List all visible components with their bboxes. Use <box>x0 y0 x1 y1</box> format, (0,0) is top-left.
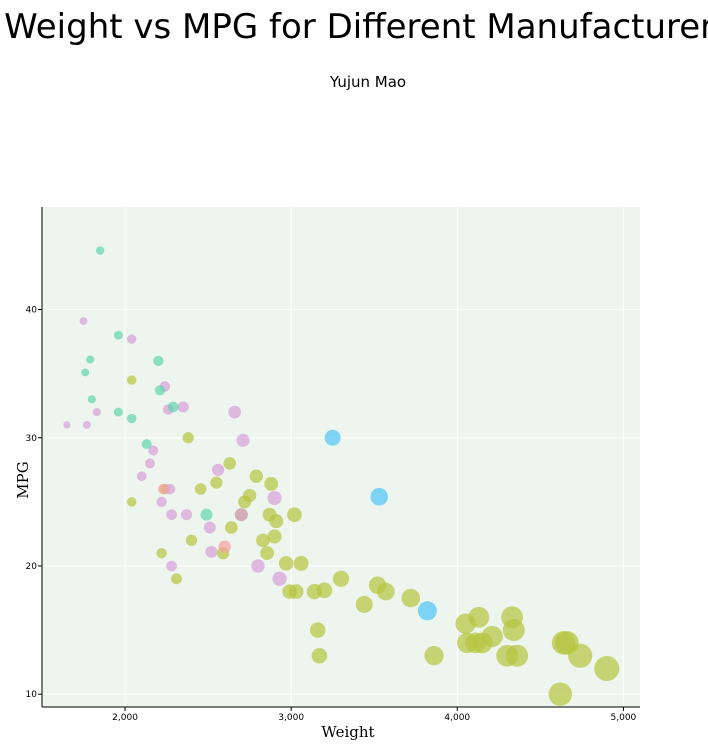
y-axis-ticks: 10 20 30 40 <box>26 306 42 700</box>
data-point <box>211 463 225 476</box>
data-point <box>376 582 395 601</box>
data-point <box>166 509 177 521</box>
data-point <box>144 458 155 469</box>
data-point <box>185 534 198 547</box>
data-point <box>167 401 179 413</box>
data-point <box>401 588 421 608</box>
data-point <box>87 395 96 404</box>
data-point <box>256 533 270 548</box>
data-point <box>95 246 105 255</box>
data-point <box>127 497 137 507</box>
data-point <box>311 647 328 664</box>
data-point <box>332 570 350 587</box>
data-point <box>127 413 137 424</box>
data-point <box>481 625 503 648</box>
data-point <box>316 582 333 599</box>
data-point <box>251 559 265 573</box>
y-tick-label: 20 <box>26 562 38 572</box>
data-point <box>63 421 71 429</box>
data-point <box>355 595 373 613</box>
data-point <box>127 334 137 344</box>
data-point <box>264 476 279 491</box>
data-point <box>127 375 137 385</box>
data-point <box>82 420 91 429</box>
y-tick-label: 10 <box>26 690 38 700</box>
data-point <box>225 521 238 534</box>
x-tick-label: 3,000 <box>278 713 304 723</box>
data-point <box>288 584 304 600</box>
data-point <box>260 546 275 561</box>
data-point <box>148 445 159 456</box>
data-point <box>417 601 437 621</box>
data-point <box>81 368 90 377</box>
data-point <box>370 487 388 506</box>
data-point <box>548 682 573 706</box>
data-point <box>223 457 237 470</box>
data-point <box>287 507 302 523</box>
data-point <box>594 656 620 682</box>
data-point <box>153 355 164 366</box>
x-tick-label: 2,000 <box>112 713 138 723</box>
data-point <box>156 496 167 508</box>
data-point <box>182 432 194 444</box>
y-tick-label: 40 <box>26 306 38 316</box>
y-axis-label: MPG <box>14 461 32 498</box>
data-points <box>63 246 620 706</box>
x-axis-label: Weight <box>321 723 374 741</box>
data-point <box>79 317 88 326</box>
data-point <box>136 471 147 482</box>
data-point <box>218 540 231 553</box>
data-point <box>171 573 182 585</box>
data-point <box>267 529 282 544</box>
data-point <box>272 571 287 586</box>
data-point <box>203 521 216 534</box>
data-point <box>506 644 529 667</box>
data-point <box>86 355 95 364</box>
data-point <box>269 514 284 529</box>
data-point <box>180 509 193 521</box>
data-point <box>92 407 101 417</box>
data-point <box>166 560 177 572</box>
data-point <box>309 622 326 638</box>
x-tick-label: 4,000 <box>444 713 470 723</box>
data-point <box>293 555 309 571</box>
plot-background <box>42 207 640 707</box>
data-point <box>156 547 167 559</box>
data-point <box>113 330 123 340</box>
data-point <box>154 385 166 396</box>
data-point <box>324 429 341 446</box>
data-point <box>568 643 593 668</box>
data-point <box>236 433 250 447</box>
data-point <box>424 646 444 666</box>
data-point <box>177 401 189 413</box>
data-point <box>141 439 152 450</box>
data-point <box>228 405 242 419</box>
x-tick-label: 5,000 <box>611 713 637 723</box>
data-point <box>210 476 223 489</box>
x-axis-ticks: 2,000 3,000 4,000 5,000 <box>112 707 637 723</box>
chart-title: Weight vs MPG for Different Manufacturer… <box>4 7 708 47</box>
data-point <box>249 469 264 483</box>
data-point <box>205 545 218 558</box>
data-point <box>194 483 207 495</box>
data-point <box>158 483 169 495</box>
grid <box>42 207 640 707</box>
data-point <box>242 488 257 503</box>
data-point <box>113 407 123 417</box>
y-tick-label: 30 <box>26 434 38 444</box>
data-point <box>278 556 294 571</box>
data-point <box>267 490 282 506</box>
chart-subtitle: Yujun Mao <box>329 73 406 91</box>
data-point <box>468 606 490 628</box>
data-point <box>502 619 525 642</box>
data-point <box>234 508 248 522</box>
data-point <box>200 508 213 521</box>
